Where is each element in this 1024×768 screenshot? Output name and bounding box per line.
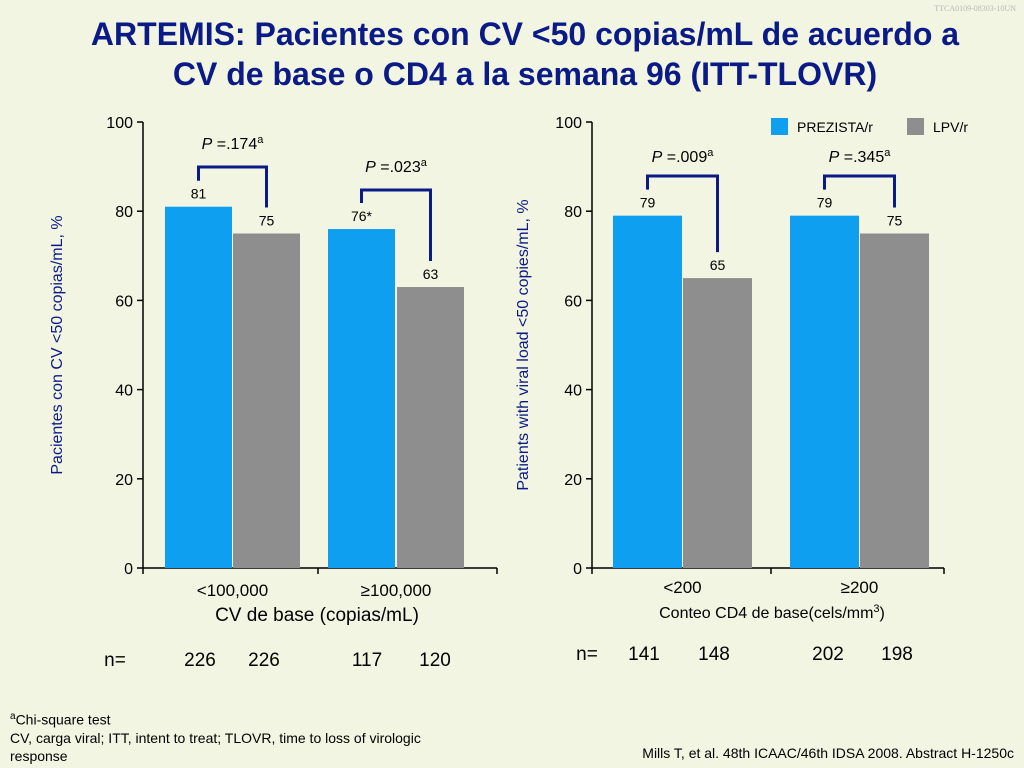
- bar-prezista: [328, 229, 395, 569]
- bar-lpvr: [233, 233, 300, 568]
- n-label: n=: [104, 650, 126, 671]
- p-value-label: P =.345a: [829, 147, 892, 166]
- p-value-bracket: [646, 174, 719, 253]
- n-value: 148: [698, 644, 730, 665]
- y-tick-label: 20: [115, 472, 133, 489]
- p-value-label: P =.174a: [202, 134, 265, 153]
- legend-swatch-prezista: [771, 118, 788, 135]
- p-value-label: P =.009a: [652, 147, 715, 166]
- n-value: 117: [352, 650, 382, 671]
- y-tick-label: 40: [115, 383, 133, 400]
- y-axis-label: Patients with viral load <50 copies/mL, …: [515, 199, 532, 490]
- x-category-label: <200: [663, 578, 701, 597]
- bar-value-label: 75: [259, 213, 275, 229]
- slide-code: TTCA0109-08303-10UN: [934, 4, 1016, 13]
- y-tick-label: 20: [564, 472, 582, 489]
- p-value-bracket: [360, 188, 432, 262]
- bar-lpvr: [397, 287, 464, 568]
- footnote: aChi-square test CV, carga viral; ITT, i…: [10, 708, 430, 765]
- y-tick-label: 100: [555, 115, 582, 132]
- legend-swatch-lpvr: [907, 118, 924, 135]
- bar-prezista: [165, 206, 232, 569]
- bar-value-label: 76*: [351, 208, 373, 224]
- x-axis-label: Conteo CD4 de base(cels/mm3): [659, 603, 885, 622]
- y-tick-label: 0: [124, 561, 133, 578]
- n-value: 202: [812, 644, 844, 665]
- y-tick-label: 100: [106, 115, 133, 132]
- footnote-superscript: a: [10, 711, 16, 722]
- bar-lpvr: [860, 233, 929, 568]
- bar-value-label: 81: [191, 186, 207, 202]
- p-value-bracket: [197, 165, 268, 208]
- footnote-chi-square: Chi-square test: [15, 711, 111, 728]
- bar-prezista: [613, 215, 682, 568]
- bar-value-label: 79: [640, 195, 656, 211]
- title-line-1: ARTEMIS: Pacientes con CV <50 copias/mL …: [90, 16, 960, 52]
- n-value: 141: [628, 644, 660, 665]
- x-category-label: ≥200: [841, 578, 879, 597]
- bar-value-label: 79: [817, 195, 833, 211]
- bar-value-label: 65: [710, 257, 726, 273]
- legend-label-lpvr: LPV/r: [933, 119, 968, 135]
- p-value-bracket: [823, 174, 896, 208]
- bar-lpvr: [683, 278, 752, 568]
- y-tick-label: 40: [564, 383, 582, 400]
- p-value-label: P =.023a: [365, 157, 428, 176]
- y-tick-label: 60: [115, 293, 133, 310]
- y-tick-label: 0: [573, 561, 582, 578]
- title-line-2: CV de base o CD4 a la semana 96 (ITT-TLO…: [172, 56, 878, 92]
- x-axis-label: CV de base (copias/mL): [215, 605, 419, 626]
- citation: Mills T, et al. 48th ICAAC/46th IDSA 200…: [642, 745, 1014, 761]
- n-value: 226: [248, 650, 280, 671]
- y-tick-label: 80: [115, 204, 133, 221]
- legend-label-prezista: PREZISTA/r: [797, 119, 873, 135]
- bar-value-label: 63: [423, 266, 439, 282]
- n-label: n=: [576, 644, 598, 665]
- n-value: 120: [419, 650, 451, 671]
- x-category-label: <100,000: [197, 581, 268, 600]
- bar-charts: 0 20 40 60 80 100 Pacientes con CV <50 copias/…: [49, 115, 968, 671]
- bar-value-label: 75: [887, 213, 903, 229]
- y-tick-label: 60: [564, 293, 582, 310]
- footnote-abbreviations: CV, carga viral; ITT, intent to treat; T…: [10, 729, 421, 764]
- x-category-label: ≥100,000: [361, 581, 432, 600]
- y-axis-label: Pacientes con CV <50 copias/mL, %: [49, 215, 66, 474]
- n-value: 198: [881, 644, 913, 665]
- slide-title: ARTEMIS: Pacientes con CV <50 copias/mL …: [20, 14, 1024, 94]
- bar-prezista: [790, 215, 859, 568]
- y-tick-label: 80: [564, 204, 582, 221]
- n-value: 226: [184, 650, 216, 671]
